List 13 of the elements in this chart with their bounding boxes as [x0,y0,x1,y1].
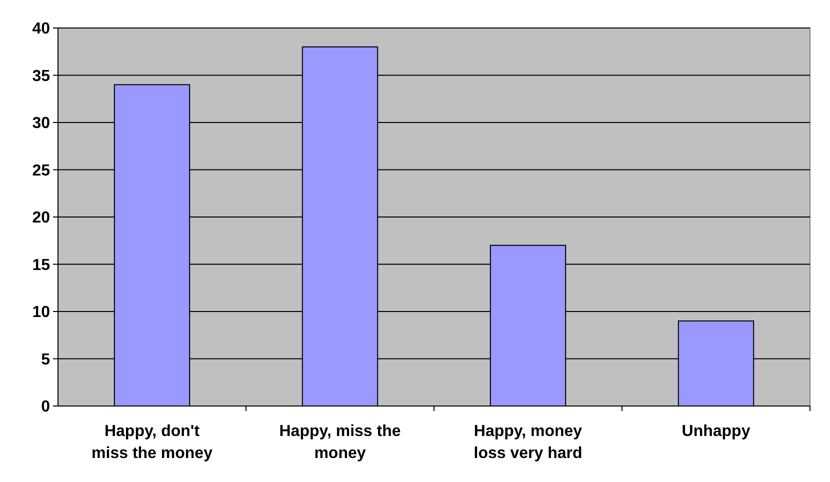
y-tick-label: 25 [32,162,50,180]
y-tick-label: 15 [32,256,50,274]
x-tick-label: Happy, miss the money [279,423,401,462]
y-tick-label: 0 [41,398,50,416]
y-tick-label: 20 [32,210,50,227]
y-tick-label: 30 [32,115,50,132]
y-tick-label: 5 [41,351,50,368]
x-tick-label: Unhappy [682,423,750,440]
x-tick-label: Happy, money loss very hard [474,423,582,462]
x-tick-label: Happy, don't miss the money [92,423,213,462]
y-tick-label: 10 [32,304,50,322]
y-tick-label: 40 [32,20,50,38]
y-tick-label: 35 [32,68,50,85]
